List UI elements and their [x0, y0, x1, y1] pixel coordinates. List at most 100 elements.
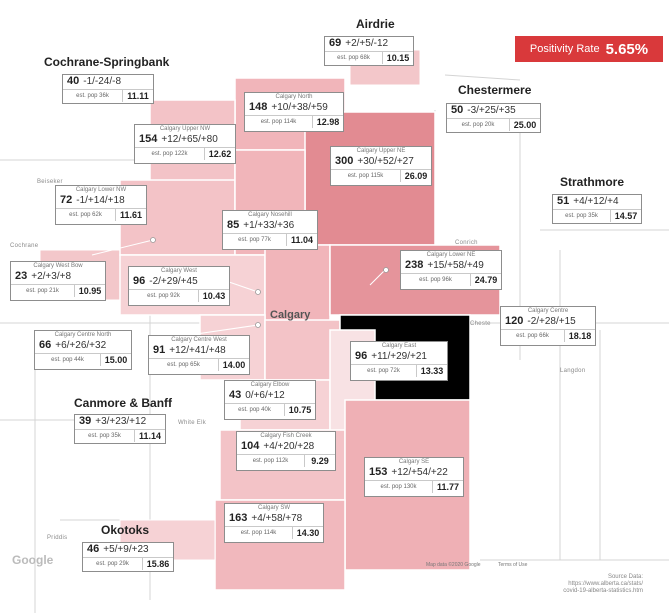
change: +12/+41/+48 — [169, 345, 226, 356]
title-okotoks: Okotoks — [101, 523, 150, 537]
box-calgary-centre[interactable]: Calgary Centre 120 -2/+28/+15 est. pop 66… — [500, 306, 596, 346]
box-okotoks[interactable]: 46 +5/+9/+23 est. pop 29k 15.86 — [82, 542, 174, 572]
box-calgary-west-bow[interactable]: Calgary West Bow 23 +2/+3/+8 est. pop 21k… — [10, 261, 106, 301]
box-calgary-centre-north[interactable]: Calgary Centre North 66 +6/+26/+32 est. p… — [34, 330, 132, 370]
pop: est. pop 96k — [401, 274, 471, 286]
positivity-rate-badge: Positivity Rate 5.65% — [515, 36, 663, 62]
cases: 120 — [505, 315, 524, 327]
source-link-2[interactable]: covid-19-alberta-statistics.htm — [563, 588, 643, 594]
pop: est. pop 112k — [237, 455, 305, 467]
cases: 163 — [229, 512, 248, 524]
box-calgary-fish-creek[interactable]: Calgary Fish Creek 104 +4/+20/+28 est. po… — [236, 431, 336, 471]
cases: 51 — [557, 195, 570, 207]
region-name: Calgary Lower NE — [426, 252, 476, 258]
box-chestermere[interactable]: 50 -3/+25/+35 est. pop 20k 25.00 — [446, 103, 541, 133]
pop: est. pop 62k — [56, 209, 116, 221]
rate: 11.04 — [290, 235, 314, 245]
pop: est. pop 21k — [11, 285, 75, 297]
box-cochrane[interactable]: 40 -1/-24/-8 est. pop 36k 11.11 — [62, 74, 154, 104]
change: -2/+28/+15 — [527, 316, 576, 327]
change: -3/+25/+35 — [467, 105, 516, 116]
pop: est. pop 92k — [129, 290, 199, 302]
box-canmore[interactable]: 39 +3/+23/+12 est. pop 35k 11.14 — [74, 414, 166, 444]
box-calgary-west[interactable]: Calgary West 96 -2/+29/+45 est. pop 92k 10… — [128, 266, 230, 306]
region-name: Calgary Elbow — [250, 382, 290, 388]
change: +5/+9/+23 — [103, 544, 149, 555]
map-data-credit: Map data ©2020 Google — [426, 562, 481, 568]
title-strathmore: Strathmore — [560, 175, 625, 189]
cases: 66 — [39, 339, 52, 351]
region-name: Calgary SE — [398, 459, 430, 465]
rate: 13.33 — [420, 366, 444, 376]
cases: 85 — [227, 219, 240, 231]
rate: 18.18 — [568, 331, 592, 341]
pop: est. pop 35k — [75, 430, 135, 442]
label-beiseker: Beiseker — [37, 179, 63, 185]
pop: est. pop 35k — [553, 210, 611, 222]
pop: est. pop 44k — [35, 354, 101, 366]
cases: 72 — [60, 194, 73, 206]
cases: 153 — [369, 466, 388, 478]
box-calgary-upper-nw[interactable]: Calgary Upper NW 154 +12/+65/+80 est. pop… — [134, 124, 236, 164]
pop: est. pop 115k — [331, 170, 401, 182]
terms-link[interactable]: Terms of Use — [498, 562, 528, 568]
pop: est. pop 77k — [223, 234, 287, 246]
change: +12/+54/+22 — [391, 467, 448, 478]
rate: 12.62 — [208, 149, 232, 159]
source-label: Source Data: — [607, 574, 643, 580]
label-priddis: Priddis — [47, 535, 68, 541]
box-calgary-centre-west[interactable]: Calgary Centre West 91 +12/+41/+48 est. p… — [148, 335, 250, 375]
region-centre — [264, 319, 341, 381]
box-calgary-upper-ne[interactable]: Calgary Upper NE 300 +30/+52/+27 est. pop… — [330, 146, 432, 186]
rate: 11.77 — [436, 482, 460, 492]
source-link-1[interactable]: https://www.alberta.ca/stats/ — [568, 581, 643, 587]
box-calgary-east[interactable]: Calgary East 96 +11/+29/+21 est. pop 72k 1… — [350, 341, 448, 381]
cases: 238 — [405, 259, 424, 271]
region-name: Calgary Upper NW — [159, 126, 211, 132]
pop: est. pop 40k — [225, 404, 285, 416]
rate: 14.57 — [614, 211, 638, 221]
box-calgary-sw[interactable]: Calgary SW 163 +4/+58/+78 est. pop 114k 14… — [224, 503, 324, 543]
title-chestermere: Chestermere — [458, 83, 532, 97]
change: +6/+26/+32 — [55, 340, 107, 351]
rate: 10.95 — [78, 286, 102, 296]
region-name: Calgary West — [161, 268, 197, 274]
box-calgary-lower-nw[interactable]: Calgary Lower NW 72 -1/+14/+18 est. pop 6… — [55, 185, 147, 225]
box-calgary-lower-ne[interactable]: Calgary Lower NE 238 +15/+58/+49 est. pop… — [400, 250, 502, 290]
rate: 14.30 — [296, 528, 320, 538]
change: +12/+65/+80 — [161, 134, 218, 145]
box-calgary-north[interactable]: Calgary North 148 +10/+38/+59 est. pop 11… — [244, 92, 344, 132]
region-name: Calgary SW — [257, 505, 290, 511]
cases: 91 — [153, 344, 166, 356]
title-airdrie: Airdrie — [356, 17, 395, 31]
change: +4/+58/+78 — [251, 513, 303, 524]
box-calgary-se[interactable]: Calgary SE 153 +12/+54/+22 est. pop 130k 1… — [364, 457, 464, 497]
box-calgary-nosehill[interactable]: Calgary Nosehill 85 +1/+33/+36 est. pop 7… — [222, 210, 318, 250]
pop: est. pop 36k — [63, 90, 123, 102]
rate: 10.43 — [202, 291, 226, 301]
pop: est. pop 65k — [149, 359, 219, 371]
change: -1/+14/+18 — [76, 195, 125, 206]
cases: 300 — [335, 155, 354, 167]
cases: 39 — [79, 415, 92, 427]
region-name: Calgary North — [275, 94, 313, 100]
change: +30/+52/+27 — [357, 156, 414, 167]
cases: 148 — [249, 101, 268, 113]
region-name: Calgary Lower NW — [75, 187, 127, 193]
cases: 43 — [229, 389, 242, 401]
google-logo: Google — [12, 553, 54, 567]
cases: 23 — [15, 270, 28, 282]
change: +11/+29/+21 — [371, 351, 427, 362]
region-name: Calgary Upper NE — [356, 148, 406, 154]
cases: 40 — [67, 75, 80, 87]
label-langdon: Langdon — [560, 368, 586, 374]
change: +10/+38/+59 — [271, 102, 328, 113]
cases: 96 — [355, 350, 368, 362]
box-airdrie[interactable]: 69 +2/+5/-12 est. pop 68k 10.15 — [324, 36, 414, 66]
region-name: Calgary Centre — [527, 308, 569, 314]
change: -1/-24/-8 — [83, 76, 122, 87]
box-calgary-elbow[interactable]: Calgary Elbow 43 0/+6/+12 est. pop 40k 10.… — [224, 380, 316, 420]
box-strathmore[interactable]: 51 +4/+12/+4 est. pop 35k 14.57 — [552, 194, 642, 224]
pop: est. pop 20k — [447, 119, 510, 131]
source-note: Source Data: https://www.alberta.ca/stat… — [563, 574, 643, 595]
